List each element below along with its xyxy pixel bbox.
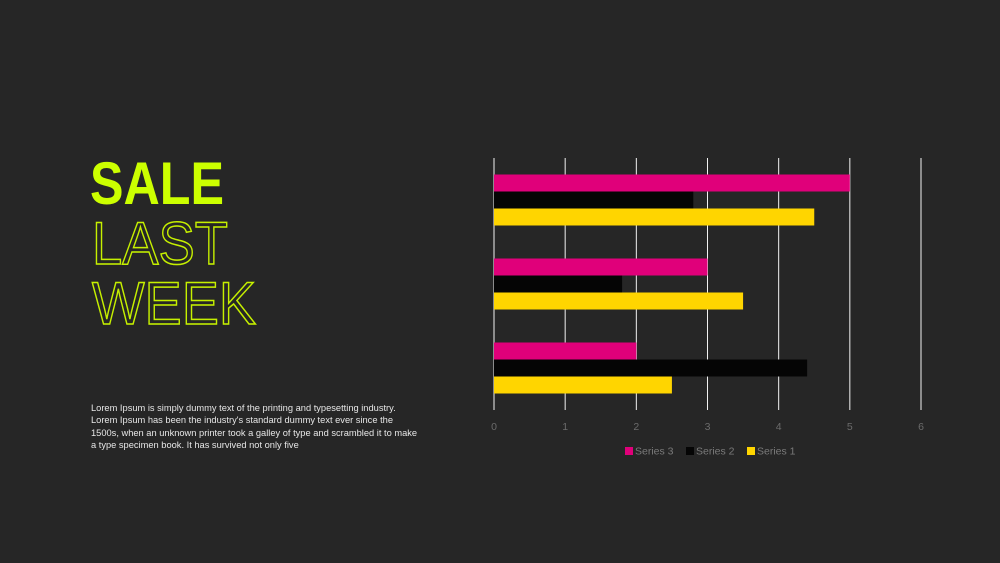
x-tick-label: 2 <box>633 421 639 433</box>
x-tick-label: 1 <box>562 421 568 433</box>
bar <box>494 258 708 276</box>
legend-label: Series 3 <box>635 445 674 457</box>
x-tick-label: 6 <box>918 421 924 433</box>
bar <box>494 275 623 293</box>
bar <box>494 342 637 360</box>
legend-label: Series 2 <box>696 445 735 457</box>
bar <box>494 191 694 209</box>
bar <box>494 359 808 377</box>
heading-line: SALE <box>90 150 224 217</box>
bar <box>494 208 815 226</box>
x-tick-label: 3 <box>705 421 711 433</box>
legend-swatch <box>747 447 755 455</box>
bar <box>494 174 850 192</box>
bar <box>494 292 744 310</box>
x-tick-label: 5 <box>847 421 853 433</box>
x-tick-label: 4 <box>776 421 782 433</box>
body-text: Lorem Ipsum is simply dummy text of the … <box>91 403 418 451</box>
heading-line: LAST <box>92 210 228 277</box>
x-tick-label: 0 <box>491 421 497 433</box>
heading-line: WEEK <box>92 270 256 337</box>
legend-label: Series 1 <box>757 445 796 457</box>
bar <box>494 376 672 394</box>
legend-swatch <box>625 447 633 455</box>
legend-swatch <box>686 447 694 455</box>
